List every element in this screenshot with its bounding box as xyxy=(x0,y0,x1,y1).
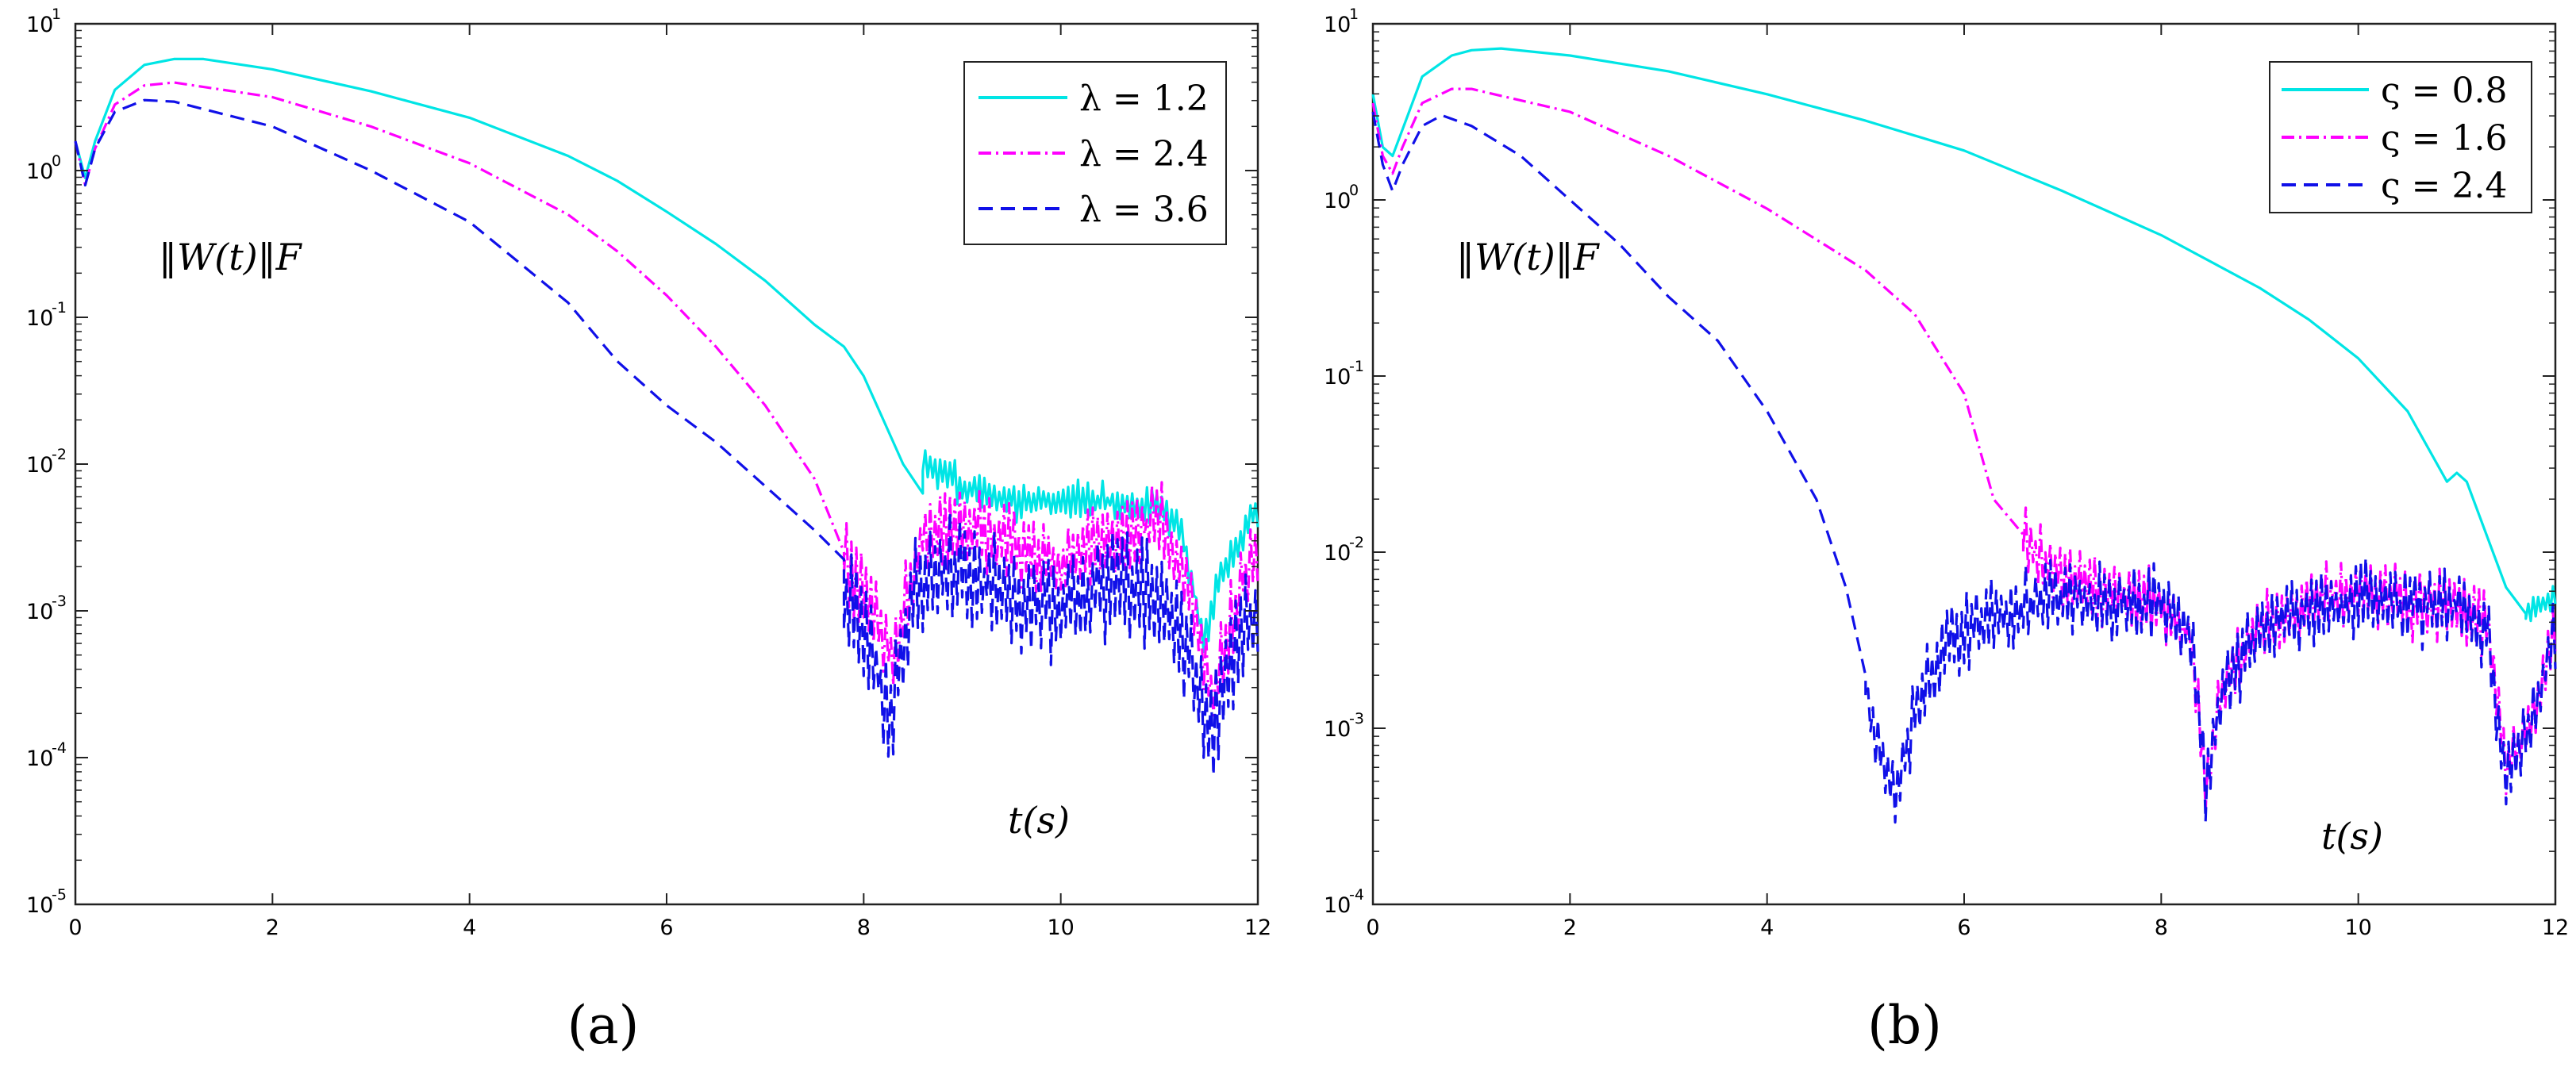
x-tick-label-a-0: 0 xyxy=(68,915,82,940)
y-tick-label-b-5: 10 xyxy=(1324,893,1351,918)
x-tick-label-b-0: 0 xyxy=(1366,915,1379,940)
annotation-norm-b: ‖W(t)‖F xyxy=(1456,236,1601,278)
x-tick-label-b-3: 6 xyxy=(1957,915,1970,940)
legend-a: λ = 1.2 λ = 2.4 λ = 3.6 xyxy=(963,61,1227,245)
series-line-a-2 xyxy=(74,98,1259,777)
legend-label-b-2: ς = 2.4 xyxy=(2381,166,2507,206)
y-tick-exp-a-0: 1 xyxy=(52,6,61,23)
x-tick-label-b-2: 4 xyxy=(1760,915,1774,940)
y-tick-label-a-4: 10 xyxy=(26,600,53,624)
series-line-a-0 xyxy=(74,57,1259,654)
x-tick-label-a-2: 4 xyxy=(463,915,476,940)
y-tick-exp-b-2: -1 xyxy=(1349,358,1364,375)
y-tick-label-b-0: 10 xyxy=(1324,13,1351,37)
panel-caption-b: (b) xyxy=(1867,995,1942,1056)
y-tick-exp-a-5: -4 xyxy=(52,739,67,757)
annotation-norm-a: ‖W(t)‖F xyxy=(159,236,303,278)
y-tick-label-b-2: 10 xyxy=(1324,365,1351,390)
xlabel-b: t(s) xyxy=(2321,815,2383,858)
x-tick-label-a-4: 8 xyxy=(857,915,871,940)
legend-b: ς = 0.8 ς = 1.6 ς = 2.4 xyxy=(2269,61,2532,213)
legend-label-a-2: λ = 3.6 xyxy=(1079,190,1209,230)
y-tick-exp-a-3: -2 xyxy=(52,446,67,463)
y-tick-label-a-5: 10 xyxy=(26,747,53,771)
x-tick-label-a-6: 12 xyxy=(1244,915,1271,940)
y-tick-exp-a-1: 0 xyxy=(52,152,61,170)
y-tick-label-b-1: 10 xyxy=(1324,189,1351,213)
y-tick-exp-b-5: -4 xyxy=(1349,886,1364,904)
legend-label-b-1: ς = 1.6 xyxy=(2381,118,2507,159)
series-group-b xyxy=(1371,47,2557,824)
legend-label-b-0: ς = 0.8 xyxy=(2381,71,2507,111)
y-tick-label-a-1: 10 xyxy=(26,159,53,184)
y-tick-exp-a-2: -1 xyxy=(52,299,67,317)
series-group-a xyxy=(74,57,1259,777)
x-tick-label-b-5: 10 xyxy=(2344,915,2371,940)
series-line-b-0 xyxy=(1371,47,2557,623)
y-tick-exp-a-4: -3 xyxy=(52,593,67,610)
y-tick-label-a-0: 10 xyxy=(26,13,53,37)
y-tick-label-a-6: 10 xyxy=(26,893,53,918)
legend-label-a-1: λ = 2.4 xyxy=(1079,134,1209,175)
x-tick-label-a-5: 10 xyxy=(1047,915,1074,940)
y-tick-label-b-3: 10 xyxy=(1324,541,1351,566)
series-line-b-2 xyxy=(1371,111,2557,824)
x-tick-label-b-1: 2 xyxy=(1563,915,1577,940)
x-tick-label-a-1: 2 xyxy=(266,915,279,940)
y-tick-exp-b-1: 0 xyxy=(1349,182,1359,199)
legend-label-a-0: λ = 1.2 xyxy=(1079,79,1209,119)
y-tick-label-b-4: 10 xyxy=(1324,717,1351,742)
y-tick-label-a-2: 10 xyxy=(26,306,53,331)
y-tick-label-a-3: 10 xyxy=(26,453,53,478)
x-tick-label-b-6: 12 xyxy=(2542,915,2569,940)
y-tick-exp-b-4: -3 xyxy=(1349,710,1364,727)
xlabel-a: t(s) xyxy=(1008,799,1070,842)
y-tick-exp-b-3: -2 xyxy=(1349,534,1364,551)
x-tick-label-a-3: 6 xyxy=(659,915,673,940)
series-line-a-1 xyxy=(74,81,1259,717)
panel-caption-a: (a) xyxy=(567,995,640,1056)
y-tick-exp-b-0: 1 xyxy=(1349,6,1359,23)
y-tick-exp-a-6: -5 xyxy=(52,886,67,904)
x-tick-label-b-4: 8 xyxy=(2155,915,2168,940)
